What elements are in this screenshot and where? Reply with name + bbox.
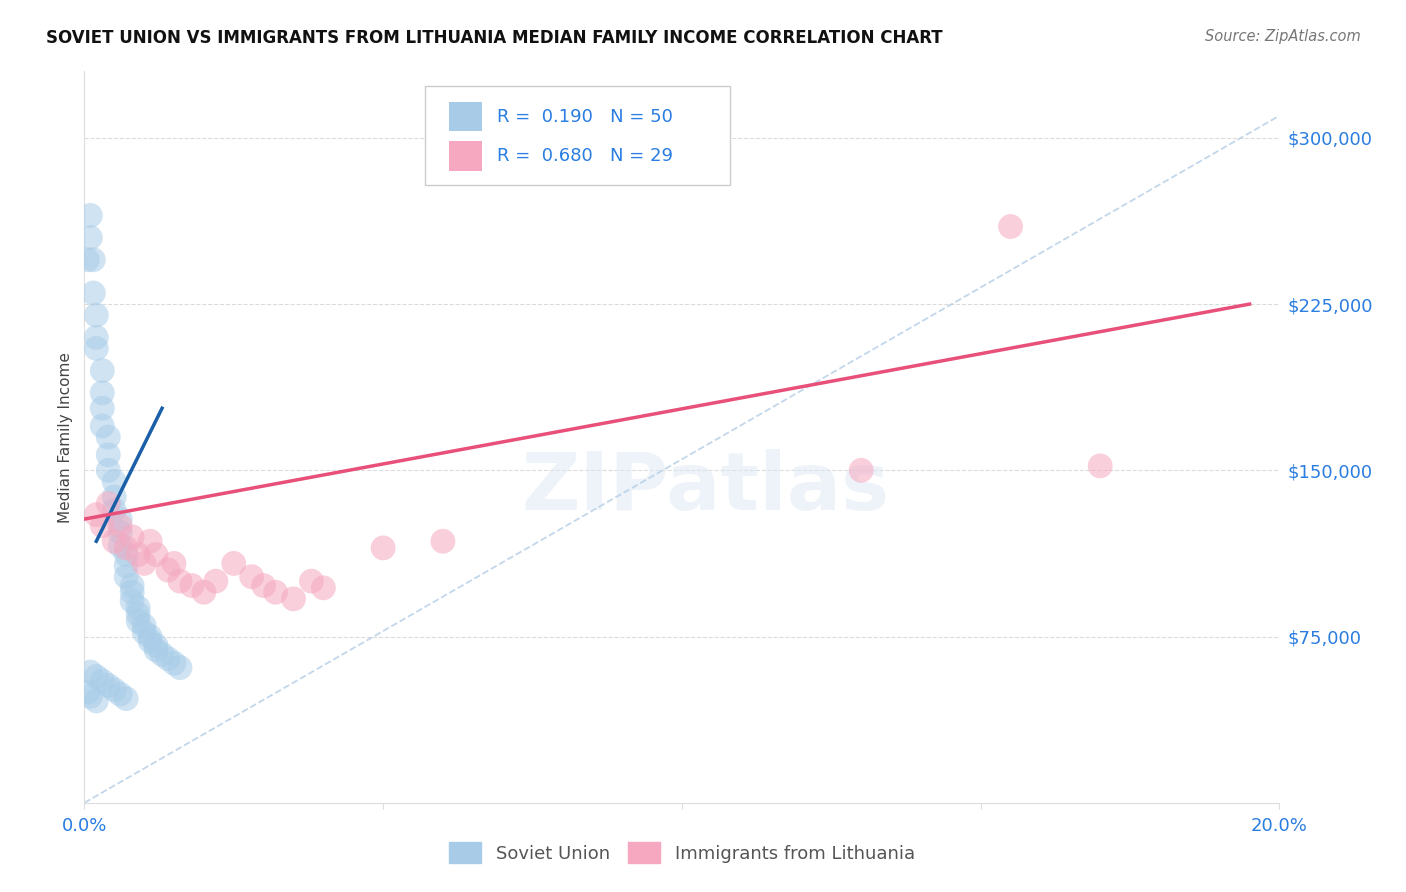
Text: ZIPatlas: ZIPatlas — [522, 450, 890, 527]
Point — [121, 530, 143, 544]
Point — [145, 548, 167, 562]
Point — [127, 548, 149, 562]
Point — [103, 503, 125, 517]
Point — [373, 541, 395, 555]
Point — [97, 448, 120, 462]
Point — [132, 618, 156, 632]
Point — [103, 534, 125, 549]
Point — [253, 578, 276, 592]
Point — [150, 648, 173, 662]
Point — [79, 665, 101, 679]
Point — [91, 673, 114, 688]
Text: R =  0.190   N = 50: R = 0.190 N = 50 — [496, 108, 672, 126]
Point — [82, 252, 104, 267]
Y-axis label: Median Family Income: Median Family Income — [58, 351, 73, 523]
Point — [240, 570, 263, 584]
Point — [121, 578, 143, 592]
FancyBboxPatch shape — [449, 102, 482, 131]
Point — [145, 643, 167, 657]
Point — [91, 419, 114, 434]
Point — [169, 574, 191, 589]
Point — [91, 401, 114, 416]
Point — [157, 651, 180, 665]
Point — [86, 694, 108, 708]
Point — [110, 539, 132, 553]
Point — [82, 285, 104, 300]
Point — [1000, 219, 1022, 234]
Point — [127, 600, 149, 615]
Point — [115, 558, 138, 573]
FancyBboxPatch shape — [449, 142, 482, 170]
Point — [97, 430, 120, 444]
Point — [132, 625, 156, 640]
Point — [264, 585, 287, 599]
Point — [115, 570, 138, 584]
FancyBboxPatch shape — [425, 86, 730, 185]
Point — [91, 385, 114, 400]
Point — [103, 490, 125, 504]
Point — [97, 497, 120, 511]
Point — [79, 230, 101, 244]
Point — [312, 581, 335, 595]
Text: SOVIET UNION VS IMMIGRANTS FROM LITHUANIA MEDIAN FAMILY INCOME CORRELATION CHART: SOVIET UNION VS IMMIGRANTS FROM LITHUANI… — [46, 29, 943, 46]
Point — [157, 563, 180, 577]
Point — [432, 534, 454, 549]
Point — [139, 630, 162, 644]
Point — [110, 518, 132, 533]
Point — [127, 607, 149, 622]
Text: R =  0.680   N = 29: R = 0.680 N = 29 — [496, 147, 672, 165]
Point — [121, 594, 143, 608]
Point — [139, 634, 162, 648]
Point — [283, 591, 305, 606]
Point — [169, 660, 191, 674]
Point — [86, 330, 108, 344]
Point — [86, 669, 108, 683]
Point — [181, 578, 204, 592]
Point — [139, 534, 162, 549]
Point — [301, 574, 323, 589]
Point — [97, 463, 120, 477]
Point — [97, 678, 120, 692]
Point — [851, 463, 873, 477]
Point — [91, 363, 114, 377]
Point — [1090, 458, 1112, 473]
Point — [222, 557, 245, 571]
Point — [103, 475, 125, 489]
Point — [145, 639, 167, 653]
Point — [86, 308, 108, 322]
Point — [115, 548, 138, 562]
Point — [115, 691, 138, 706]
Point — [127, 614, 149, 628]
Point — [121, 585, 143, 599]
Point — [79, 209, 101, 223]
Point — [91, 518, 114, 533]
Point — [86, 508, 108, 522]
Point — [205, 574, 228, 589]
Point — [110, 525, 132, 540]
Point — [193, 585, 215, 599]
Point — [110, 512, 132, 526]
Point — [86, 342, 108, 356]
Point — [110, 687, 132, 701]
Point — [163, 656, 186, 670]
Point — [76, 685, 98, 699]
Point — [115, 541, 138, 555]
Legend: Soviet Union, Immigrants from Lithuania: Soviet Union, Immigrants from Lithuania — [441, 835, 922, 871]
Point — [163, 557, 186, 571]
Point — [79, 690, 101, 704]
Text: Source: ZipAtlas.com: Source: ZipAtlas.com — [1205, 29, 1361, 44]
Point — [76, 252, 98, 267]
Point — [132, 557, 156, 571]
Point — [103, 682, 125, 697]
